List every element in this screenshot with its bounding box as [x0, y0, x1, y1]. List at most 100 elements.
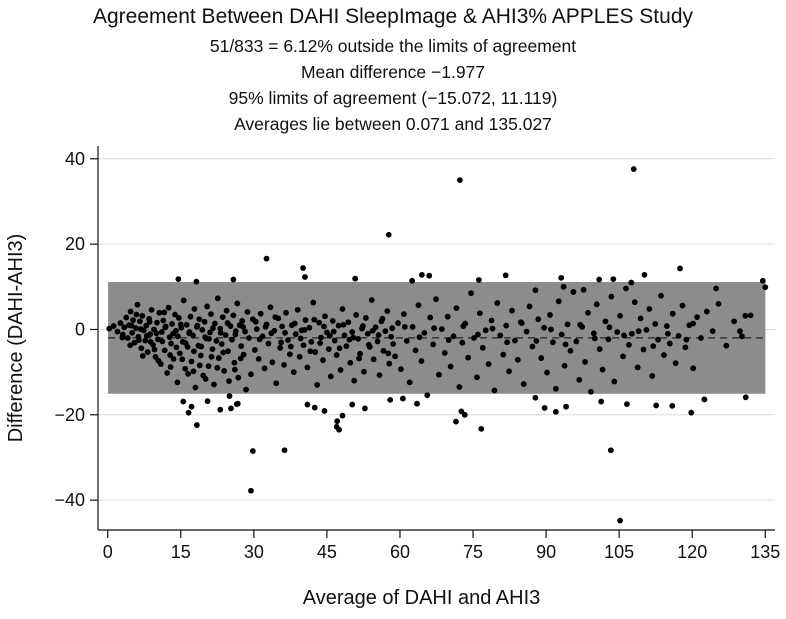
data-point-398 — [596, 276, 603, 283]
data-point-251 — [398, 366, 404, 373]
data-point-329 — [625, 341, 632, 348]
x-tick-label-8: 120 — [677, 542, 707, 562]
data-point-5 — [121, 324, 128, 331]
data-point-1 — [110, 323, 117, 329]
data-point-249 — [392, 353, 399, 360]
data-point-144 — [240, 324, 247, 330]
data-point-133 — [153, 330, 160, 337]
data-point-421 — [478, 425, 485, 432]
data-point-100 — [119, 334, 126, 341]
data-point-368 — [518, 320, 525, 326]
data-point-316 — [587, 388, 594, 395]
data-point-168 — [290, 369, 297, 376]
data-point-114 — [208, 353, 215, 360]
data-point-190 — [333, 352, 340, 358]
x-tick-label-6: 90 — [536, 542, 556, 562]
data-point-52 — [183, 321, 190, 328]
data-point-383 — [387, 396, 394, 403]
data-point-409 — [248, 487, 254, 494]
data-point-103 — [139, 353, 146, 359]
data-point-259 — [421, 329, 428, 336]
data-point-443 — [762, 284, 769, 291]
data-point-280 — [482, 327, 489, 334]
data-point-343 — [666, 340, 673, 347]
data-point-230 — [356, 355, 362, 362]
data-point-430 — [263, 255, 270, 262]
data-point-123 — [159, 338, 166, 345]
data-point-196 — [345, 319, 352, 326]
data-point-226 — [317, 340, 323, 347]
data-point-118 — [231, 366, 238, 373]
data-point-317 — [590, 330, 597, 337]
data-point-169 — [292, 331, 299, 338]
data-point-300 — [541, 324, 548, 331]
data-point-446 — [628, 279, 635, 286]
data-point-245 — [360, 323, 366, 329]
data-point-242 — [330, 328, 337, 335]
data-point-234 — [252, 318, 259, 325]
data-point-415 — [362, 405, 368, 412]
data-point-275 — [468, 290, 474, 297]
data-point-266 — [441, 350, 448, 356]
data-point-296 — [529, 343, 536, 350]
data-point-239 — [301, 326, 308, 333]
data-point-140 — [210, 325, 216, 332]
data-point-136 — [177, 321, 184, 328]
data-point-321 — [602, 318, 609, 325]
data-point-331 — [631, 299, 638, 306]
data-point-337 — [649, 373, 656, 379]
data-point-271 — [456, 384, 463, 390]
data-point-386 — [598, 398, 605, 405]
data-point-412 — [334, 418, 341, 425]
data-point-21 — [143, 322, 150, 329]
data-point-216 — [384, 308, 391, 315]
data-point-278 — [476, 310, 483, 317]
data-point-404 — [217, 406, 224, 413]
x-tick-label-4: 60 — [390, 542, 410, 562]
data-point-153 — [261, 365, 268, 372]
data-point-277 — [474, 374, 480, 381]
data-point-370 — [548, 326, 554, 333]
data-point-164 — [283, 309, 289, 316]
data-point-402 — [185, 409, 192, 416]
data-point-241 — [321, 323, 327, 330]
data-point-255 — [409, 324, 416, 330]
data-point-91 — [234, 300, 241, 307]
data-point-372 — [577, 321, 584, 328]
data-point-208 — [368, 297, 375, 303]
data-point-145 — [246, 335, 252, 341]
data-point-193 — [339, 306, 346, 312]
data-point-348 — [682, 344, 689, 351]
data-point-384 — [399, 395, 406, 402]
data-point-417 — [336, 426, 342, 433]
data-point-166 — [286, 351, 293, 358]
data-point-181 — [316, 319, 323, 326]
data-point-195 — [343, 343, 350, 350]
data-point-177 — [308, 338, 315, 345]
data-point-447 — [580, 286, 587, 293]
data-point-31 — [156, 309, 163, 316]
data-point-64 — [199, 326, 206, 333]
data-point-79 — [218, 341, 225, 347]
data-point-248 — [389, 325, 396, 332]
y-tick-label-2: 0 — [75, 319, 85, 339]
data-point-345 — [672, 360, 679, 367]
data-point-448 — [560, 283, 567, 290]
data-point-128 — [198, 343, 205, 350]
data-point-335 — [643, 326, 650, 333]
data-point-87 — [229, 336, 235, 343]
data-point-272 — [459, 339, 466, 346]
data-point-120 — [136, 337, 142, 344]
data-point-265 — [438, 326, 445, 332]
x-tick-label-3: 45 — [317, 542, 337, 562]
x-tick-label-7: 105 — [604, 542, 634, 562]
data-point-124 — [167, 352, 173, 358]
data-point-89 — [231, 359, 238, 366]
data-point-334 — [640, 346, 647, 353]
data-point-351 — [694, 314, 700, 320]
data-point-95 — [239, 318, 246, 324]
data-point-224 — [297, 335, 304, 342]
data-point-445 — [690, 320, 697, 327]
data-point-233 — [385, 350, 392, 357]
data-point-382 — [304, 401, 311, 408]
